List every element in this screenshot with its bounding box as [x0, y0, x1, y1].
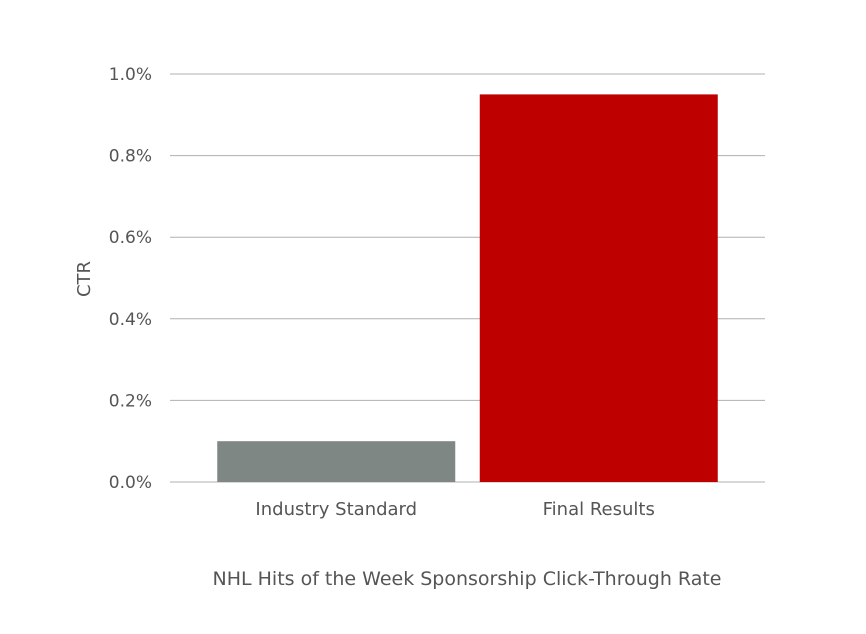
- y-tick-label: 1.0%: [109, 65, 152, 85]
- y-tick-label: 0.8%: [109, 147, 152, 167]
- x-axis-categories: Industry Standard Final Results: [255, 499, 654, 520]
- bar-industry-standard: [217, 441, 456, 482]
- x-category-label: Industry Standard: [255, 499, 417, 520]
- y-tick-label: 0.2%: [109, 391, 152, 411]
- y-axis-ticks: 0.0% 0.2% 0.4% 0.6% 0.8% 1.0%: [109, 65, 152, 493]
- y-tick-label: 0.0%: [109, 473, 152, 493]
- bar-final-results: [479, 94, 718, 483]
- y-tick-label: 0.4%: [109, 310, 152, 330]
- x-category-label: Final Results: [543, 499, 655, 520]
- y-axis-label: CTR: [74, 261, 95, 297]
- bars: [217, 94, 718, 483]
- y-tick-label: 0.6%: [109, 228, 152, 248]
- chart-caption: NHL Hits of the Week Sponsorship Click-T…: [213, 568, 722, 590]
